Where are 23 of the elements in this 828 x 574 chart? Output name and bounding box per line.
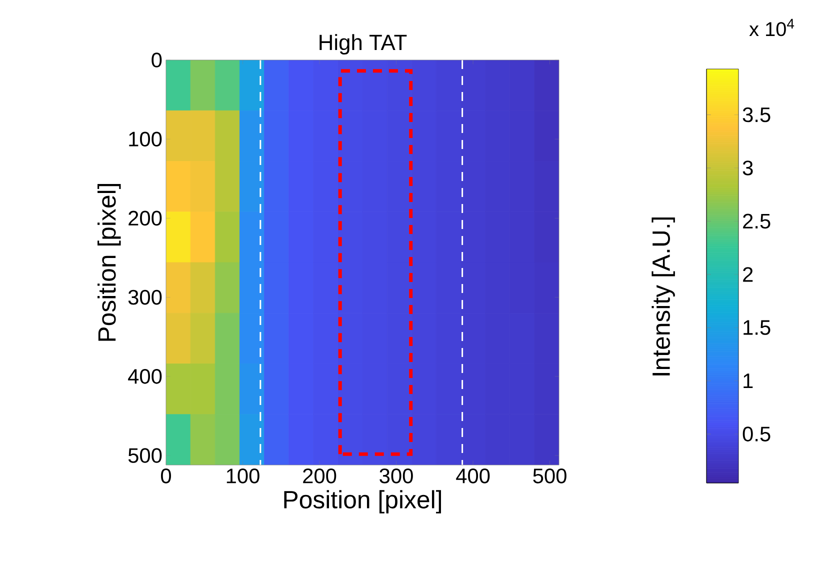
x-axis-title: Position [pixel] [284,490,441,514]
x-tick-label: 400 [456,468,490,484]
y-axis-title: Position [pixel] [98,184,121,341]
text: x 10$^{4}$ [749,18,794,36]
x-tick-label: 500 [533,468,566,484]
color-bar-title: Intensity [A.U.] [652,218,675,376]
y-tick-label: 200 [128,210,162,226]
y-tick-label: 500 [128,448,162,463]
color-bar-label: 3 [742,160,753,176]
color-bar-label: 3.5 [742,107,770,122]
y-tick-label: 0 [152,52,162,68]
color-bar-label: 1 [744,374,753,388]
chart-title: High TAT [320,34,407,55]
color-bar-label: 1.5 [744,320,770,335]
x-tick-label: 300 [380,468,413,484]
y-tick-label: 100 [129,132,162,147]
x-tick-label: 200 [303,468,336,484]
x-tick-label: 100 [226,468,260,484]
y-tick-label: 300 [128,290,162,305]
y-tick-label: 400 [128,369,162,384]
color-bar-label: 2.5 [743,214,770,229]
color-bar-label: 0.5 [742,426,770,442]
color-bar-label: 2 [743,267,753,282]
